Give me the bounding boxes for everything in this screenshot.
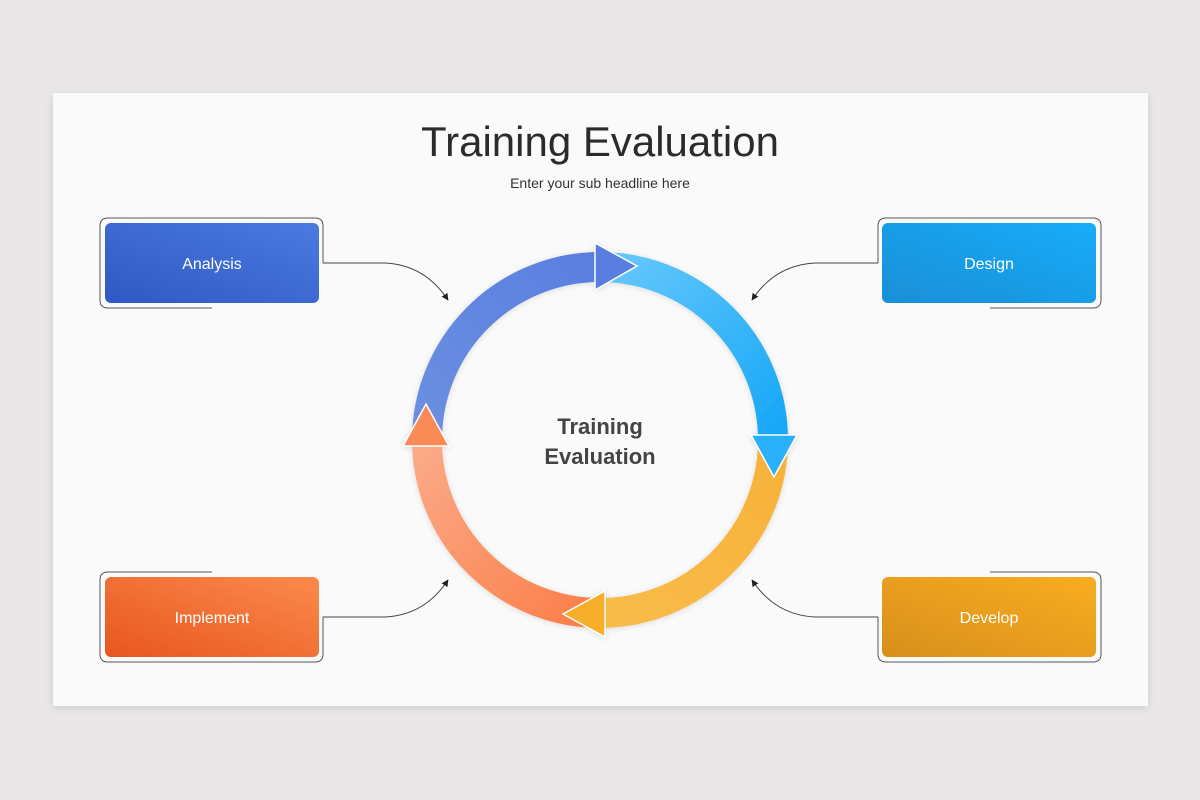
arrowhead-right-icon [749, 434, 799, 479]
arrowhead-left-icon [401, 402, 451, 447]
analysis-label: Analysis [182, 256, 242, 273]
center-label-line1: Training [557, 414, 643, 439]
arrowhead-top-icon [594, 241, 639, 292]
connector-arrow-icon [323, 262, 449, 301]
stage-implement[interactable]: Implement [99, 571, 449, 663]
implement-box[interactable] [105, 577, 319, 657]
arrowhead-bottom-icon [561, 589, 606, 639]
stage-develop[interactable]: Develop [751, 571, 1102, 663]
connector-arrow-icon [751, 262, 878, 301]
implement-label: Implement [175, 610, 250, 627]
box-outline [877, 571, 1102, 663]
connector-arrow-icon [751, 579, 878, 618]
stage-design[interactable]: Design [751, 217, 1102, 309]
design-box[interactable] [882, 223, 1096, 303]
ring-segment-light-blue [599, 252, 788, 441]
ring-segment-orange [412, 439, 601, 628]
design-label: Design [964, 256, 1014, 273]
subtitle: Enter your sub headline here [510, 175, 690, 191]
analysis-box[interactable] [105, 223, 319, 303]
box-outline [99, 571, 324, 663]
develop-box[interactable] [882, 577, 1096, 657]
stage-analysis[interactable]: Analysis [99, 217, 449, 309]
develop-label: Develop [960, 610, 1019, 627]
ring-segment-blue [412, 252, 601, 441]
box-outline [877, 217, 1102, 309]
ring-segment-yellow [599, 439, 788, 628]
box-outline [99, 217, 324, 309]
center-label-line2: Evaluation [544, 444, 655, 469]
cycle-ring [401, 241, 799, 639]
connector-arrow-icon [323, 579, 449, 618]
page-title: Training Evaluation [421, 118, 779, 165]
